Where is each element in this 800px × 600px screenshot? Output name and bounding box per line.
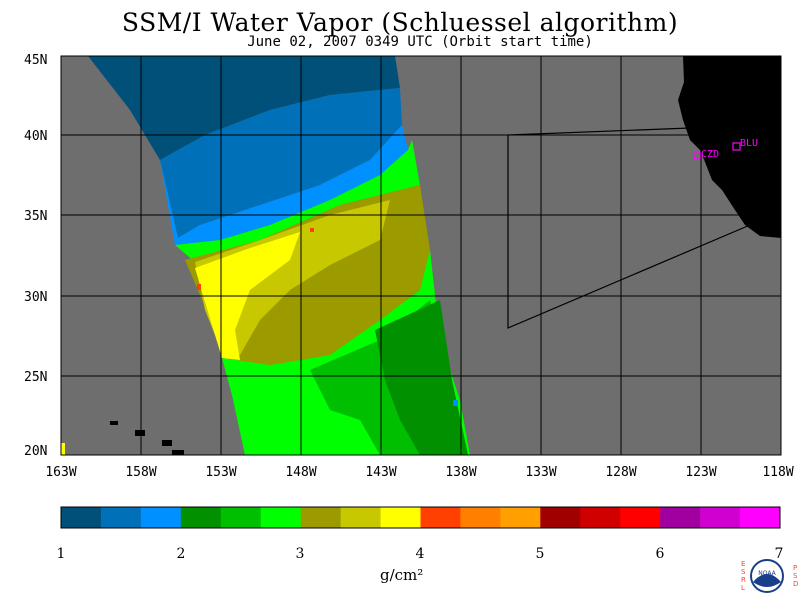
lat-label: 30N [24, 290, 47, 305]
red-speck [310, 228, 314, 232]
swath-band-light-olive [195, 200, 390, 360]
lon-label: 133W [525, 465, 556, 480]
lon-label: 163W [45, 465, 76, 480]
swath-band-green [175, 140, 420, 262]
colorbar-swatch [660, 507, 701, 528]
station-marker-blu [732, 142, 741, 151]
colorbar-unit: g/cm² [380, 566, 424, 584]
yellow-sliver [61, 443, 65, 455]
colorbar-tick-label: 4 [416, 546, 425, 562]
colorbar-tick-label: 2 [177, 546, 186, 562]
colorbar-swatch [500, 507, 541, 528]
colorbar-swatch [380, 507, 421, 528]
colorbar-swatch [180, 507, 222, 528]
island [172, 450, 184, 455]
swath-band-dark-blue [88, 56, 400, 160]
lon-label: 118W [762, 465, 793, 480]
colorbar-tick-label: 6 [656, 546, 665, 562]
colorbar-swatch [420, 507, 461, 528]
lat-label: 35N [24, 209, 47, 224]
colorbar-swatch [340, 507, 382, 528]
noaa-logo-text: NOAA [758, 570, 776, 577]
colorbar-swatch [61, 507, 102, 528]
land-north-america [678, 56, 781, 238]
lon-label: 143W [365, 465, 396, 480]
colorbar-swatch [460, 507, 501, 528]
lat-labels: 45N 40N 35N 30N 25N 20N [24, 53, 47, 459]
colorbar-tick-label: 7 [775, 546, 784, 562]
colorbar-swatch [740, 507, 781, 528]
lat-label: 20N [24, 444, 47, 459]
colorbar-swatch [300, 507, 342, 528]
stations: CZD BLU [693, 138, 758, 160]
swath-band-bright-blue [160, 125, 408, 245]
region-outline-top [507, 127, 691, 136]
red-speck [197, 284, 201, 290]
station-label-czd: CZD [701, 149, 719, 160]
lon-label: 138W [445, 465, 476, 480]
lat-label: 25N [24, 370, 47, 385]
region-outline [507, 135, 751, 329]
colorbar-swatch [620, 507, 661, 528]
swath-band-dark-green [375, 300, 468, 455]
colorbar-tick-label: 5 [536, 546, 545, 562]
colorbar [60, 506, 781, 529]
map-title: SSM/I Water Vapor (Schluessel algorithm) [121, 8, 679, 37]
noaa-logo-bird [753, 574, 781, 587]
blue-speck [453, 400, 458, 406]
map-subtitle: June 02, 2007 0349 UTC (Orbit start time… [247, 34, 593, 50]
island [135, 430, 145, 436]
lon-label: 158W [125, 465, 156, 480]
colorbar-swatch [700, 507, 741, 528]
station-label-blu: BLU [740, 138, 758, 149]
colorbar-swatch [260, 507, 302, 528]
colorbar-ticks: 1 2 3 4 5 6 7 [57, 546, 784, 562]
lat-label: 45N [24, 53, 47, 68]
colorbar-frame [60, 506, 781, 529]
map-frame [60, 55, 782, 456]
colorbar-swatch [580, 507, 621, 528]
lon-label: 128W [605, 465, 636, 480]
lat-label: 40N [24, 129, 47, 144]
colorbar-tick-label: 3 [296, 546, 305, 562]
lon-label: 148W [285, 465, 316, 480]
lon-labels: 163W 158W 153W 148W 143W 138W 133W 128W … [45, 465, 793, 480]
grid [61, 56, 781, 455]
colorbar-swatch [100, 507, 142, 528]
colorbar-swatch [540, 507, 581, 528]
lon-label: 153W [205, 465, 236, 480]
colorbar-swatch [140, 507, 182, 528]
colorbar-tick-label: 1 [57, 546, 66, 562]
island [110, 421, 118, 425]
lon-label: 123W [685, 465, 716, 480]
island [162, 440, 172, 446]
station-marker-czd [693, 152, 701, 160]
colorbar-swatch [220, 507, 262, 528]
